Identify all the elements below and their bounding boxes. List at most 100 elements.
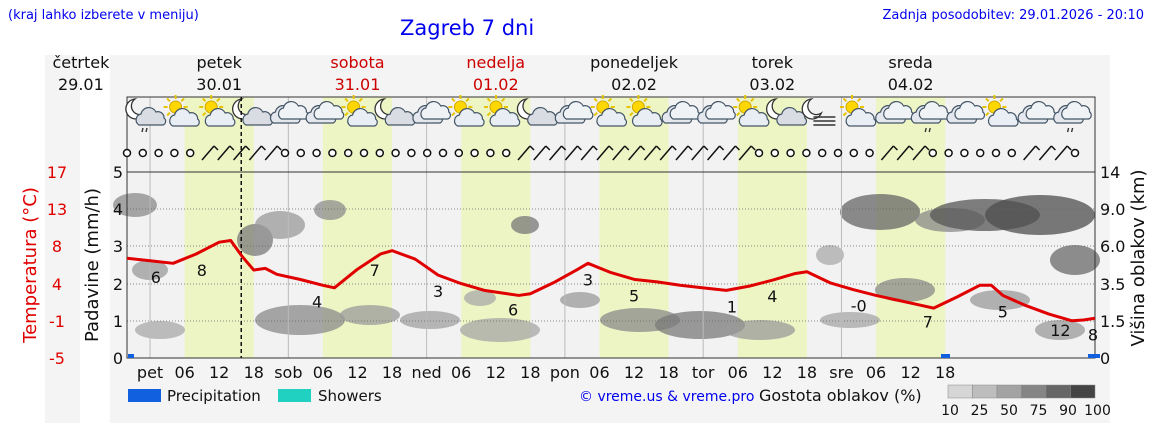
wind-barb bbox=[533, 145, 547, 161]
cloud-shape bbox=[1061, 100, 1092, 120]
cloud-icon bbox=[697, 100, 736, 124]
cloud-shape bbox=[135, 106, 167, 126]
cloud-height-axis-label: Višina oblakov (km) bbox=[1128, 169, 1149, 346]
wind-barb-tick bbox=[529, 145, 535, 151]
wind-calm-circle bbox=[486, 148, 495, 158]
cloud-rain-icon bbox=[1053, 100, 1092, 133]
sun-ray bbox=[451, 111, 456, 117]
temp-tick: -5 bbox=[49, 349, 65, 368]
cloud-density-blob bbox=[113, 193, 157, 217]
cloud-density-blob bbox=[400, 311, 460, 329]
cloud-shape bbox=[738, 107, 770, 127]
cloud-density-blob bbox=[464, 290, 496, 306]
wind-barb-tick bbox=[750, 145, 756, 151]
precip-axis-label: Padavine (mm/h) bbox=[82, 188, 103, 342]
daylight-band bbox=[737, 97, 807, 358]
wind-calm-circle bbox=[312, 148, 321, 158]
wind-calm-circle bbox=[296, 148, 306, 158]
precip-tick: 1 bbox=[113, 312, 123, 331]
wind-barb bbox=[217, 145, 231, 161]
wind-barb-tick bbox=[1035, 145, 1041, 151]
wind-barb bbox=[675, 145, 689, 161]
precip-bar bbox=[128, 354, 134, 358]
cloud-density-blob bbox=[511, 216, 539, 234]
temperature-label: 6 bbox=[508, 301, 518, 320]
wind-calm-circle bbox=[928, 148, 938, 158]
wind-calm-circle bbox=[991, 148, 1001, 158]
wind-barb-tick bbox=[592, 145, 598, 151]
cloud-shape bbox=[596, 107, 628, 127]
moon-fog-icon bbox=[801, 98, 836, 126]
wind-barb-tick bbox=[640, 145, 646, 151]
day-abbrev-tick: sob bbox=[274, 363, 302, 382]
sun-ray bbox=[500, 97, 506, 103]
cloud-icon bbox=[875, 100, 914, 124]
wind-barb bbox=[691, 145, 705, 161]
showers-swatch bbox=[278, 389, 311, 402]
rain-drop bbox=[1070, 127, 1074, 133]
temperature-label: 3 bbox=[583, 270, 593, 289]
cloud-icon bbox=[305, 100, 345, 124]
sun-cloud-icon bbox=[733, 95, 770, 127]
temperature-label: 6 bbox=[151, 268, 161, 287]
plot-border bbox=[126, 96, 1096, 359]
wind-calm-circle bbox=[391, 148, 400, 158]
wind-calm-circle bbox=[407, 148, 416, 158]
wind-calm-circle bbox=[328, 148, 337, 158]
cloud-density-scale-label: 50 bbox=[1000, 403, 1018, 419]
wind-barb-tick bbox=[719, 145, 725, 151]
sun-ray bbox=[486, 97, 492, 103]
wind-barb bbox=[1054, 145, 1068, 161]
sun-ray bbox=[593, 111, 598, 117]
sun-ray bbox=[593, 97, 598, 103]
cloud-icon bbox=[269, 100, 309, 124]
day-date: 30.01 bbox=[196, 75, 242, 94]
temp-axis-label: Temperatura (°C) bbox=[20, 187, 41, 344]
region-hint[interactable]: (kraj lahko izberete v meniju) bbox=[8, 8, 199, 23]
wind-barb bbox=[722, 145, 736, 161]
cloud-density-blob bbox=[135, 321, 185, 339]
rain-drop bbox=[141, 127, 144, 133]
sun-ray bbox=[629, 111, 634, 117]
moon-shape bbox=[801, 98, 823, 120]
hour-tick: 18 bbox=[244, 363, 264, 382]
wind-barb-tick bbox=[213, 145, 219, 151]
wind-barb bbox=[549, 145, 563, 161]
wind-barb-tick bbox=[687, 145, 693, 151]
temperature-label: 12 bbox=[1050, 321, 1070, 340]
cloud-density-swatch bbox=[972, 384, 998, 399]
wind-calm-circle bbox=[833, 148, 843, 158]
wind-calm-circle bbox=[865, 148, 874, 158]
wind-calm-circle bbox=[849, 148, 859, 158]
hour-tick: 18 bbox=[658, 363, 678, 382]
hour-tick: 18 bbox=[797, 363, 817, 382]
sun-cloud-icon bbox=[199, 95, 236, 127]
sun-cloud-icon bbox=[840, 95, 877, 127]
wind-barb bbox=[264, 145, 278, 161]
day-date: 04.02 bbox=[888, 75, 934, 94]
wind-barb bbox=[201, 145, 215, 161]
cloud-shape bbox=[169, 107, 200, 127]
cloud-height-tick: 9.0 bbox=[1100, 200, 1125, 219]
cloud-density-blob bbox=[985, 195, 1095, 235]
wind-barb-tick bbox=[734, 145, 740, 151]
cloud-height-tick: 3.5 bbox=[1100, 275, 1125, 294]
cloud-density-blob bbox=[255, 305, 345, 335]
cloud-density-scale-label: 75 bbox=[1030, 403, 1048, 419]
cloud-shape bbox=[453, 107, 485, 127]
wind-barb-tick bbox=[655, 145, 661, 151]
moon-cloud-rain-icon bbox=[125, 98, 167, 133]
wind-calm-circle bbox=[122, 148, 132, 158]
sun-ray bbox=[643, 97, 648, 103]
sun-ray bbox=[344, 111, 349, 117]
hour-tick: 18 bbox=[382, 363, 402, 382]
sun-ray bbox=[202, 97, 207, 103]
wind-barb bbox=[628, 145, 642, 161]
cloud-icon bbox=[554, 100, 594, 124]
sun-ray bbox=[999, 97, 1004, 103]
cloud-density-swatch bbox=[996, 384, 1022, 399]
sun-ray bbox=[166, 111, 171, 117]
sun-cloud-icon bbox=[163, 95, 200, 127]
wind-barb bbox=[912, 145, 926, 161]
temperature-label: 5 bbox=[629, 286, 639, 305]
